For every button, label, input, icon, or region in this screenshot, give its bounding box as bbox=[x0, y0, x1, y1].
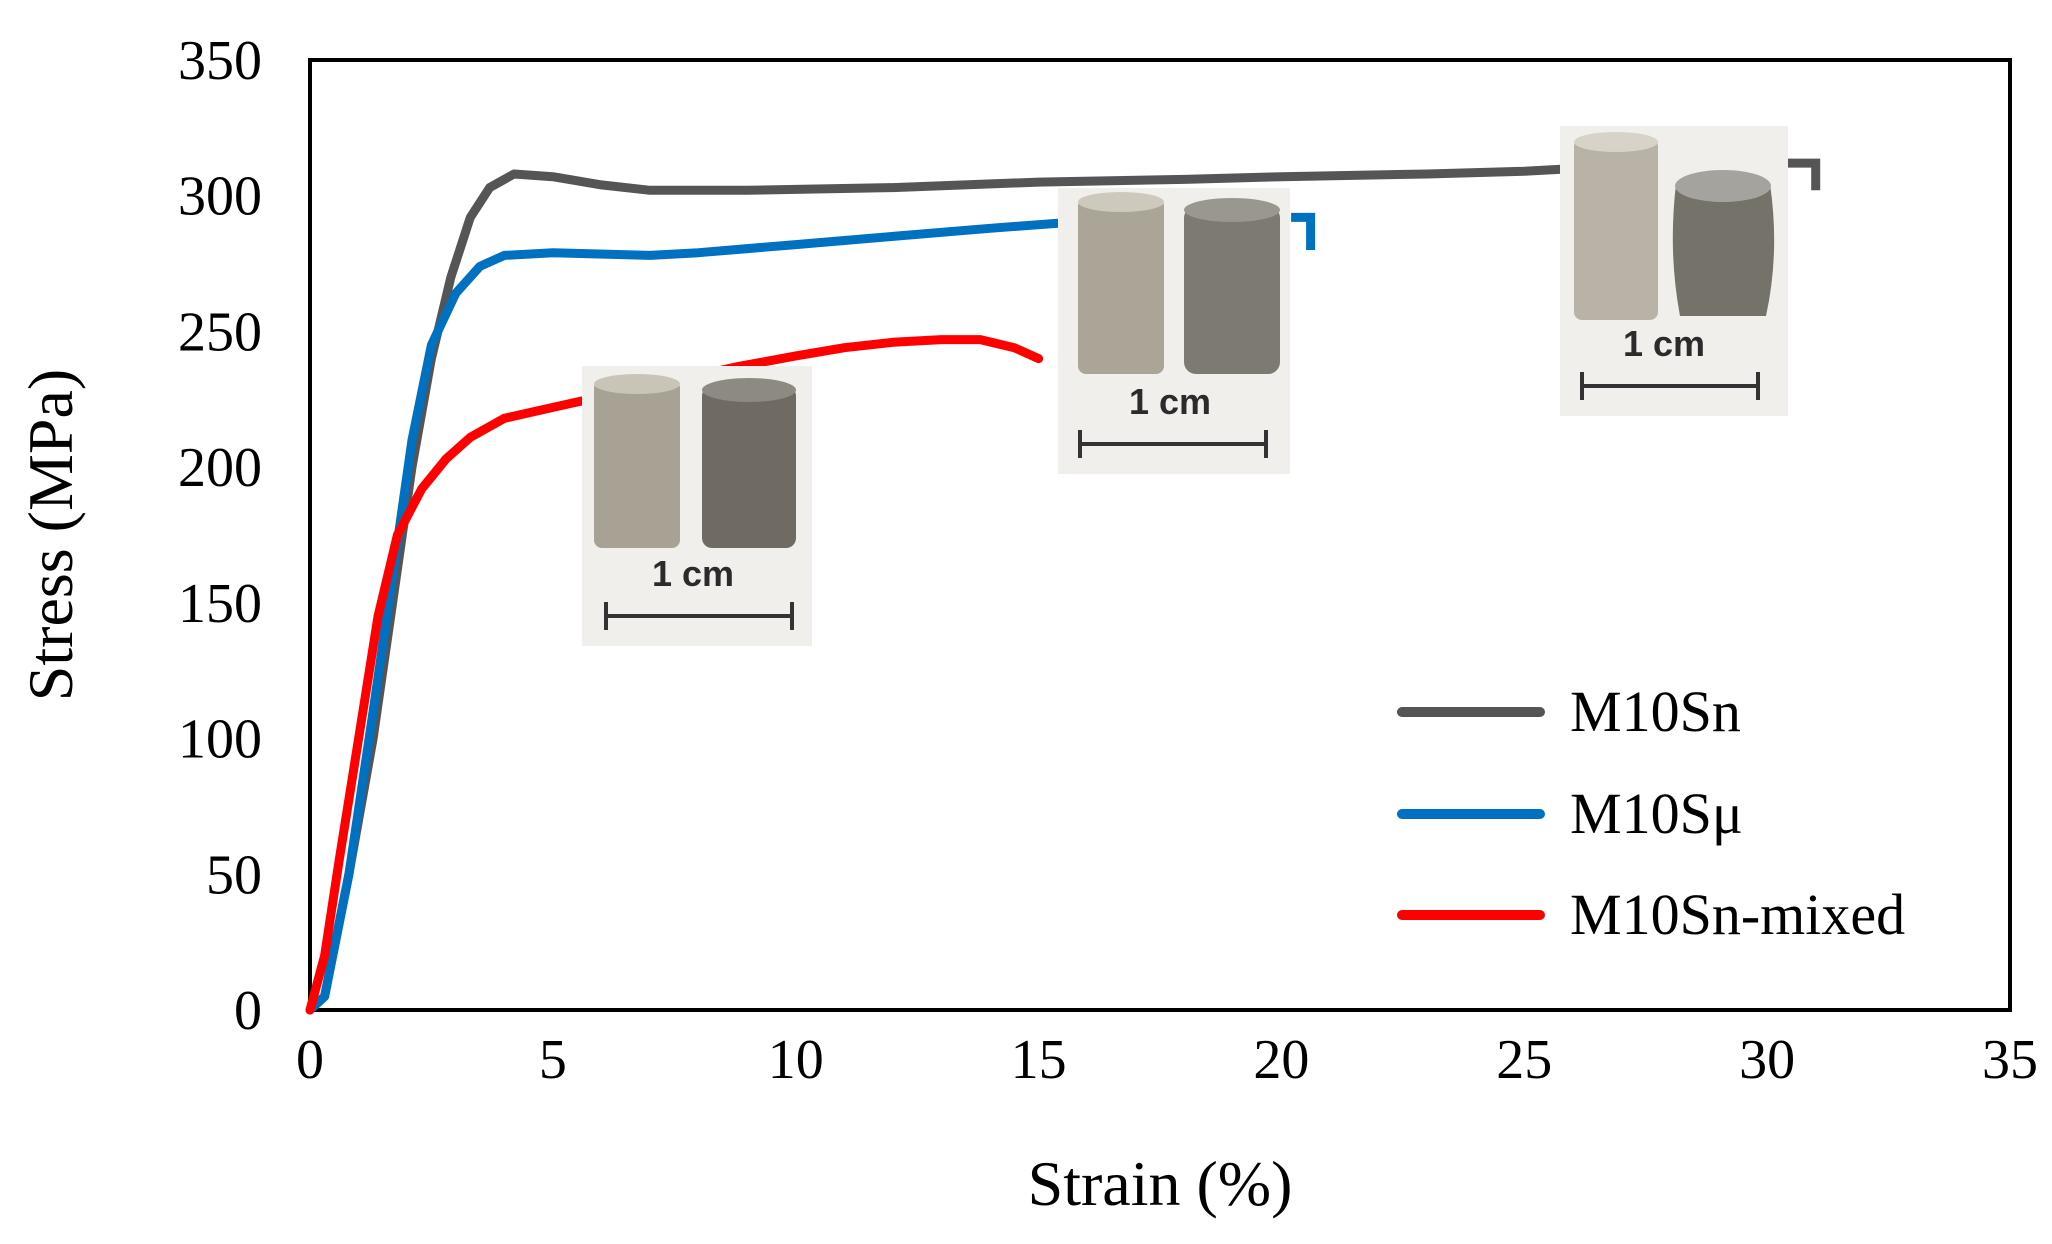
legend: M10Sn M10Sμ M10Sn-mixed bbox=[1397, 679, 1905, 947]
y-tick-label: 150 bbox=[178, 573, 262, 635]
specimen-uncompressed bbox=[1078, 198, 1164, 374]
x-tick-label: 0 bbox=[296, 1029, 324, 1091]
y-tick-label: 250 bbox=[178, 301, 262, 363]
y-tick-label: 200 bbox=[178, 437, 262, 499]
x-axis-title: Strain (%) bbox=[1028, 1148, 1293, 1219]
y-tick-label: 350 bbox=[178, 30, 262, 92]
specimen-compressed bbox=[1184, 206, 1280, 374]
x-tick-label: 20 bbox=[1253, 1029, 1309, 1091]
y-tick-label: 50 bbox=[206, 844, 262, 906]
x-tick-label: 5 bbox=[539, 1029, 567, 1091]
specimen-top-face bbox=[1675, 170, 1771, 202]
specimen-uncompressed bbox=[1574, 138, 1658, 320]
x-tick-label: 25 bbox=[1496, 1029, 1552, 1091]
x-tick-label: 30 bbox=[1739, 1029, 1795, 1091]
specimen-barreled bbox=[1672, 184, 1775, 316]
scale-bar-label: 1 cm bbox=[1623, 323, 1705, 364]
specimen-photo-inset: 1 cm bbox=[1560, 126, 1788, 416]
specimen-top-face bbox=[1078, 192, 1164, 212]
y-tick-label: 100 bbox=[178, 709, 262, 771]
y-axis-ticks: 0 50 100 150 200 250 300 350 bbox=[178, 30, 262, 1042]
series-layer bbox=[305, 158, 1821, 1015]
y-tick-label: 0 bbox=[234, 980, 262, 1042]
specimen-top-face bbox=[594, 374, 680, 394]
specimen-photo-inset: 1 cm bbox=[1058, 188, 1290, 474]
legend-label-m10sn: M10Sn bbox=[1570, 679, 1741, 744]
specimen-uncompressed bbox=[594, 380, 680, 548]
y-axis-title: Stress (MPa) bbox=[15, 369, 86, 701]
x-tick-label: 10 bbox=[768, 1029, 824, 1091]
legend-label-m10sn-mixed: M10Sn-mixed bbox=[1570, 882, 1905, 947]
specimen-photo-inset: 1 cm bbox=[582, 366, 812, 646]
series-line-m10sn-mixed bbox=[305, 335, 1044, 1015]
scale-bar-label: 1 cm bbox=[1129, 381, 1211, 422]
specimen-top-face bbox=[1184, 198, 1280, 222]
series-line-m10smu bbox=[305, 218, 1068, 1015]
specimen-top-face bbox=[1574, 132, 1658, 152]
x-axis-ticks: 0 5 10 15 20 25 30 35 bbox=[296, 1029, 2038, 1091]
x-tick-label: 15 bbox=[1011, 1029, 1067, 1091]
series-end-marker-m10smu bbox=[1291, 212, 1316, 250]
legend-label-m10smu: M10Sμ bbox=[1570, 781, 1743, 846]
x-tick-label: 35 bbox=[1982, 1029, 2038, 1091]
specimen-top-face bbox=[702, 378, 796, 402]
y-tick-label: 300 bbox=[178, 166, 262, 228]
scale-bar-label: 1 cm bbox=[652, 553, 734, 594]
specimen-compressed bbox=[702, 386, 796, 548]
